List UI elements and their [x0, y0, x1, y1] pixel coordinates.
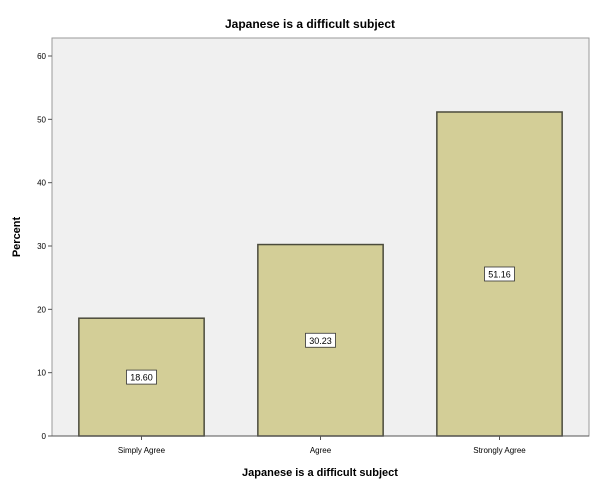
y-tick-label: 60	[37, 52, 46, 61]
y-axis-title: Percent	[11, 216, 23, 257]
x-axis: Simply Agree Agree Strongly Agree	[52, 435, 589, 455]
x-tick-label: Simply Agree	[118, 446, 166, 455]
data-label: 30.23	[309, 336, 332, 346]
data-label-box	[305, 332, 336, 348]
y-tick-label: 40	[37, 179, 46, 188]
chart-title: Japanese is a difficult subject	[225, 17, 395, 31]
bars: 18.60 30.23 51.16	[78, 111, 563, 437]
y-axis: 0 10 20 30 40 50 60	[37, 52, 52, 441]
y-tick-label: 30	[37, 242, 46, 251]
x-tick-label: Agree	[310, 446, 332, 455]
data-label: 51.16	[488, 269, 511, 279]
data-label-box	[126, 369, 157, 385]
y-tick-label: 20	[37, 305, 46, 314]
x-tick-label: Strongly Agree	[473, 446, 526, 455]
x-axis-title: Japanese is a difficult subject	[242, 467, 398, 479]
y-tick-label: 0	[42, 432, 47, 441]
data-label-box	[484, 266, 515, 282]
y-tick-label: 10	[37, 369, 46, 378]
data-label: 18.60	[130, 373, 153, 383]
y-tick-label: 50	[37, 115, 46, 124]
